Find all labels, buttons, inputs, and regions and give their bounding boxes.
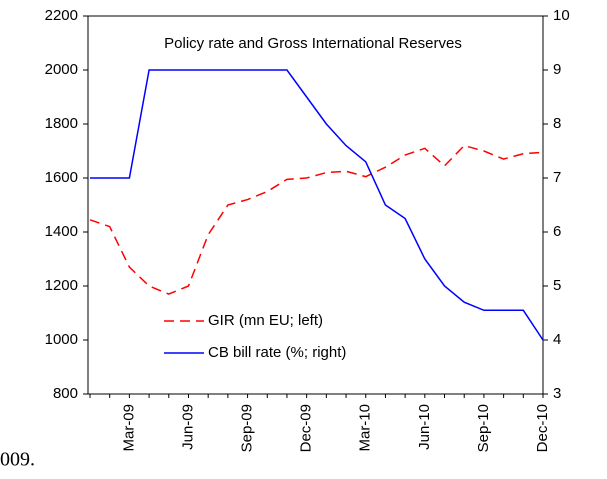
caption: 009.: [0, 449, 35, 471]
plot-frame: [87, 15, 544, 395]
y2-tick-label: 3: [553, 385, 561, 402]
series-line: [89, 144, 544, 295]
x-tick-label: Mar-10: [357, 404, 374, 452]
y2-tick-label: 6: [553, 223, 561, 240]
y2-tick-label: 7: [553, 169, 561, 186]
chart-title: Policy rate and Gross International Rese…: [164, 35, 462, 52]
y2-tick-label: 9: [553, 61, 561, 78]
y2-tick-label: 5: [553, 277, 561, 294]
x-tick-label: Sep-09: [239, 404, 256, 452]
y-tick-label: 1200: [45, 277, 78, 294]
x-tick-label: Dec-09: [298, 404, 315, 452]
legend-label: CB bill rate (%; right): [208, 344, 346, 361]
y-tick-label: 1000: [45, 331, 78, 348]
x-tick-label: Mar-09: [120, 404, 137, 452]
series-line: [90, 69, 544, 341]
y2-tick-label: 10: [553, 7, 570, 24]
y2-tick-label: 8: [553, 115, 561, 132]
y-tick-label: 1600: [45, 169, 78, 186]
x-tick-label: Dec-10: [534, 404, 551, 452]
y-tick-label: 800: [53, 385, 78, 402]
y-tick-label: 2200: [45, 7, 78, 24]
x-tick-label: Jun-10: [416, 404, 433, 450]
x-tick-label: Jun-09: [179, 404, 196, 450]
y-tick-label: 2000: [45, 61, 78, 78]
legend-label: GIR (mn EU; left): [208, 312, 323, 329]
y-tick-label: 1800: [45, 115, 78, 132]
y2-tick-label: 4: [553, 331, 561, 348]
y-tick-label: 1400: [45, 223, 78, 240]
x-tick-label: Sep-10: [475, 404, 492, 452]
